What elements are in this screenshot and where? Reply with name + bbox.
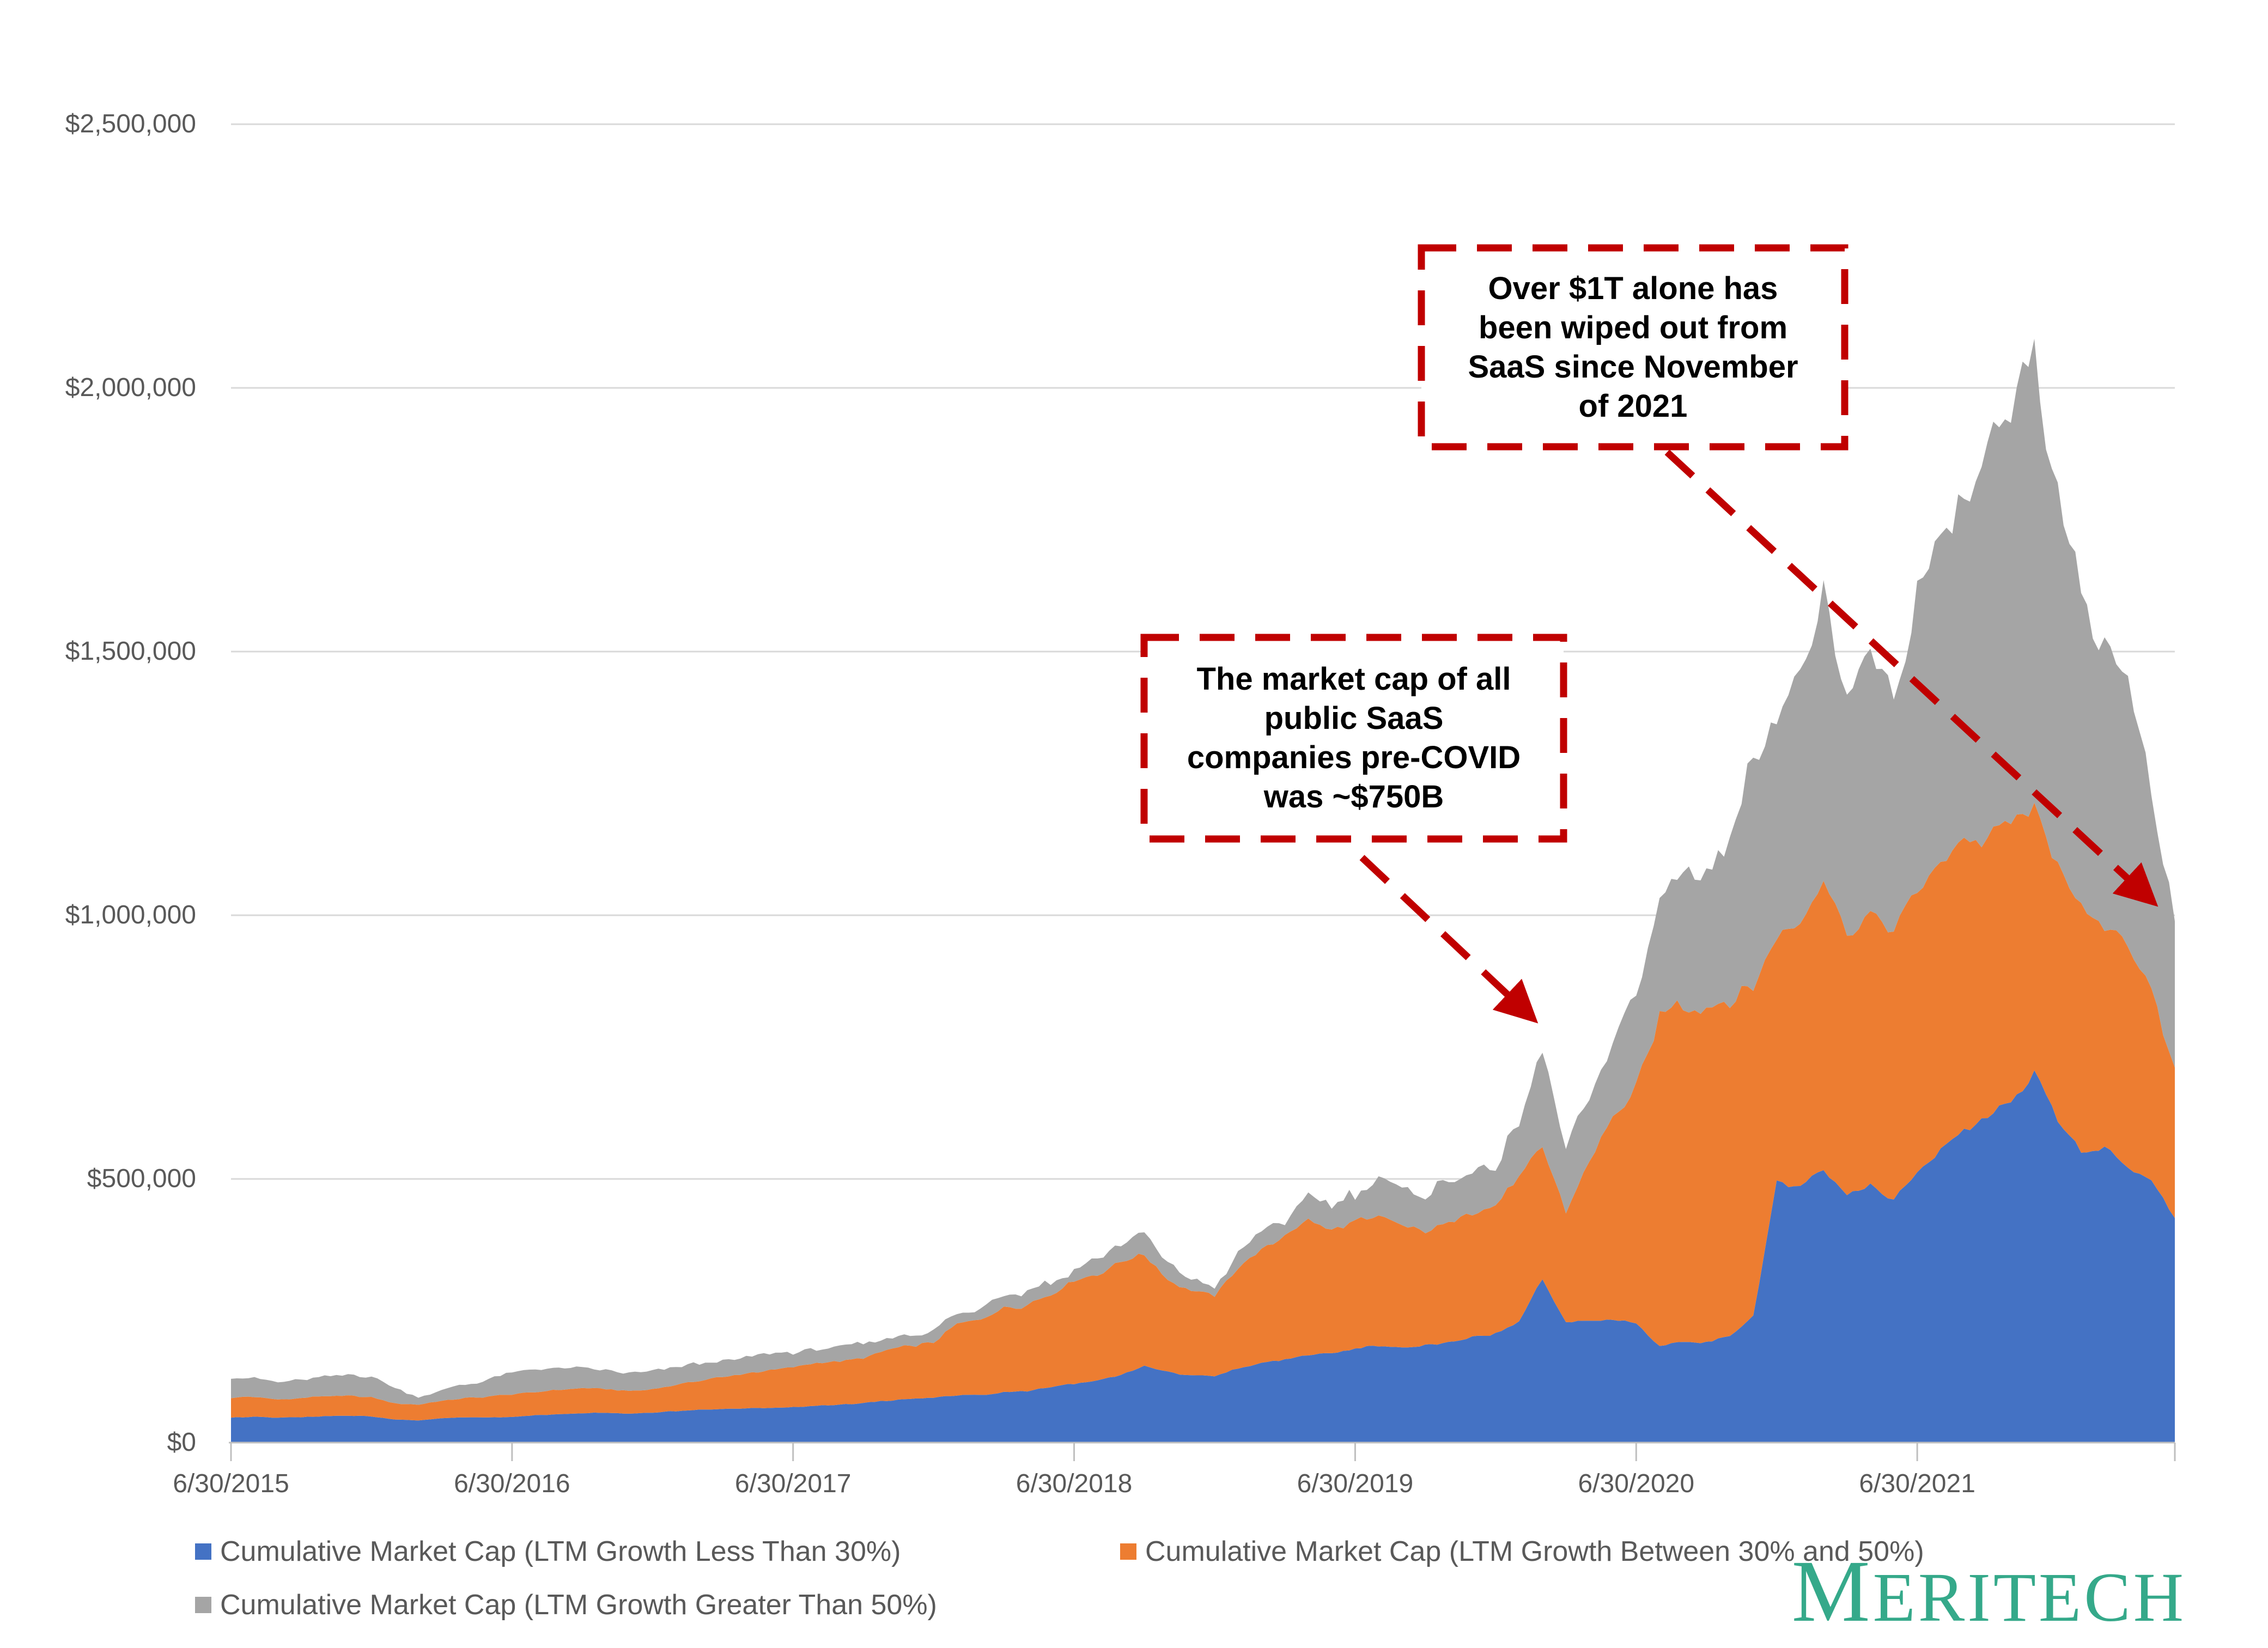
annotation-line: public SaaS: [1264, 701, 1444, 736]
y-tick-label: $2,000,000: [65, 373, 196, 402]
x-tick-label: 6/30/2015: [173, 1469, 289, 1498]
area-orange-30-50: [231, 802, 2175, 1421]
legend-label: Cumulative Market Cap (LTM Growth Betwee…: [1145, 1536, 1924, 1567]
x-tick-label: 6/30/2019: [1297, 1469, 1414, 1498]
x-tick-label: 6/30/2021: [1859, 1469, 1975, 1498]
annotation-line: The market cap of all: [1196, 661, 1511, 697]
y-tick-label: $1,500,000: [65, 637, 196, 666]
legend-swatch-gray-icon: [195, 1597, 211, 1613]
annotation-line: companies pre-COVID: [1187, 740, 1521, 775]
y-tick-label: $0: [167, 1428, 196, 1457]
y-tick-label: $500,000: [87, 1164, 196, 1193]
logo-first-letter: M: [1791, 1543, 1873, 1640]
x-tick-label: 6/30/2018: [1016, 1469, 1133, 1498]
arrow-to-precovid-peak: [1359, 855, 1539, 1024]
arrow-to-nov-2021-decline: [1664, 449, 2158, 907]
logo-rest: ERITECH: [1872, 1559, 2186, 1636]
x-tick-label: 6/30/2017: [734, 1469, 852, 1498]
legend-label: Cumulative Market Cap (LTM Growth Greate…: [220, 1589, 937, 1621]
y-tick-label: $2,500,000: [65, 110, 196, 138]
area-gray-gt50: [231, 338, 2175, 1405]
legend-swatch-orange-icon: [1120, 1543, 1136, 1560]
area-blue-lt30: [231, 1070, 2175, 1443]
x-tick-label: 6/30/2020: [1578, 1469, 1695, 1498]
legend-label: Cumulative Market Cap (LTM Growth Less T…: [220, 1536, 901, 1567]
meritech-logo: MERITECH: [1792, 1541, 2186, 1643]
annotation-line: Over $1T alone has: [1488, 270, 1778, 306]
annotation-line: was ~$750B: [1263, 779, 1444, 814]
annotation-box-precovid: The market cap of all public SaaS compan…: [1144, 637, 1564, 839]
legend-item-greater-than-50: Cumulative Market Cap (LTM Growth Greate…: [195, 1589, 937, 1621]
legend-swatch-blue-icon: [195, 1543, 211, 1560]
annotation-line: been wiped out from: [1478, 309, 1788, 345]
legend-item-less-than-30: Cumulative Market Cap (LTM Growth Less T…: [195, 1535, 901, 1568]
annotation-box-wipeout: Over $1T alone has been wiped out from S…: [1421, 248, 1845, 447]
x-tick-label: 6/30/2016: [454, 1469, 570, 1498]
legend-item-between-30-50: Cumulative Market Cap (LTM Growth Betwee…: [1120, 1535, 1924, 1568]
annotation-line: of 2021: [1578, 388, 1688, 424]
annotation-line: SaaS since November: [1468, 349, 1798, 385]
y-tick-label: $1,000,000: [65, 901, 196, 929]
